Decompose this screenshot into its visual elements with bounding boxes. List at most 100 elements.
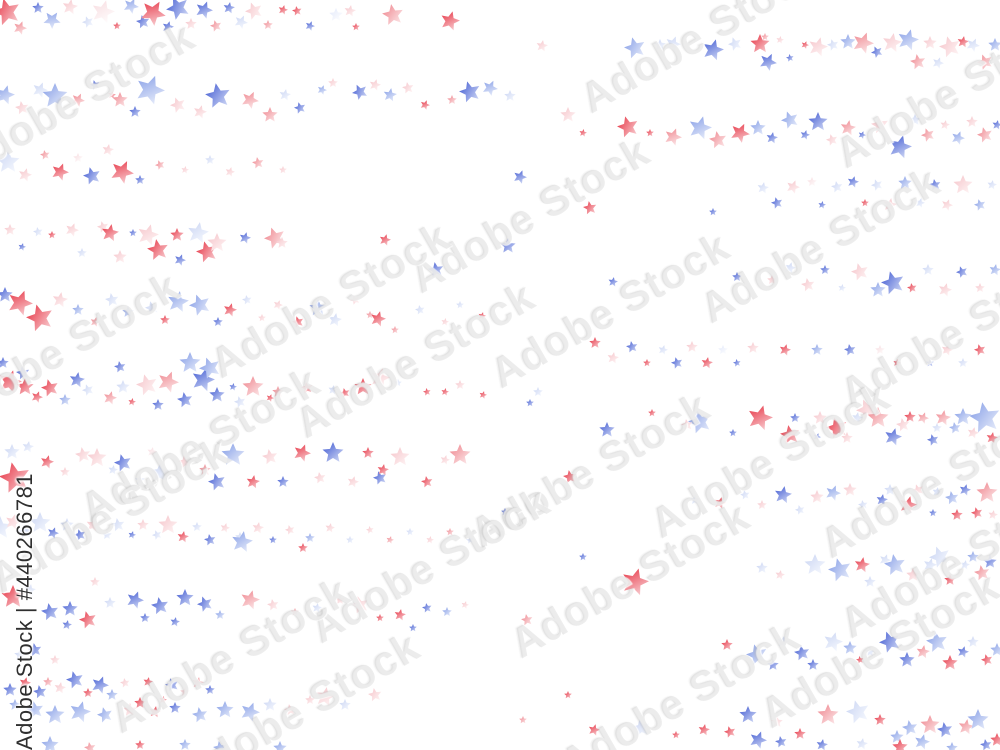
- star: [946, 742, 958, 750]
- star: [242, 0, 265, 21]
- star: [465, 535, 475, 544]
- star: [193, 0, 216, 20]
- star: [122, 306, 134, 317]
- star: [643, 359, 651, 367]
- star: [176, 390, 194, 408]
- star: [904, 411, 916, 422]
- star: [14, 99, 30, 115]
- star: [150, 528, 163, 541]
- star: [800, 39, 810, 50]
- star: [238, 699, 263, 723]
- star: [127, 397, 137, 406]
- star: [937, 33, 963, 59]
- star: [59, 394, 71, 405]
- star: [837, 283, 847, 292]
- star: [292, 100, 307, 115]
- star: [61, 619, 73, 630]
- star: [199, 464, 211, 475]
- star: [983, 555, 997, 568]
- star: [180, 165, 190, 174]
- star: [378, 232, 393, 247]
- star: [460, 600, 470, 610]
- star: [272, 386, 284, 397]
- star: [987, 509, 999, 520]
- star: [48, 231, 56, 239]
- star: [615, 113, 641, 139]
- star: [726, 35, 744, 52]
- star: [811, 344, 823, 355]
- star: [646, 129, 654, 137]
- star: [32, 226, 44, 237]
- star: [73, 153, 83, 163]
- star: [83, 741, 97, 750]
- star: [222, 301, 239, 318]
- star: [975, 125, 995, 144]
- star: [718, 345, 728, 355]
- star: [238, 230, 253, 245]
- star: [72, 527, 87, 542]
- star: [979, 738, 993, 750]
- star: [533, 387, 543, 397]
- star: [898, 176, 912, 189]
- star: [140, 613, 150, 623]
- star: [869, 177, 885, 192]
- star: [368, 309, 388, 328]
- star: [936, 720, 954, 738]
- star: [662, 125, 685, 147]
- star: [713, 495, 728, 510]
- star: [101, 143, 115, 156]
- star: [209, 387, 225, 402]
- star: [230, 529, 255, 553]
- star: [42, 83, 68, 107]
- star: [478, 390, 488, 400]
- star: [385, 535, 395, 545]
- star: [0, 357, 9, 368]
- star: [324, 522, 336, 533]
- star: [708, 129, 728, 149]
- star: [878, 268, 907, 296]
- star: [242, 376, 264, 396]
- star: [767, 275, 777, 285]
- star: [348, 293, 361, 306]
- star: [17, 242, 27, 252]
- star: [783, 260, 798, 275]
- star: [192, 103, 209, 120]
- star: [967, 636, 979, 647]
- star: [825, 37, 840, 52]
- star: [944, 489, 960, 505]
- star: [648, 409, 656, 417]
- star: [113, 360, 127, 373]
- star: [77, 609, 99, 630]
- star: [409, 624, 417, 632]
- star: [221, 443, 245, 465]
- star: [290, 314, 305, 329]
- star: [457, 78, 483, 104]
- star: [775, 35, 785, 44]
- star: [63, 221, 81, 238]
- star: [849, 261, 871, 282]
- star: [251, 521, 265, 534]
- star: [967, 551, 979, 562]
- star: [45, 525, 61, 540]
- star: [382, 86, 398, 102]
- star: [215, 610, 225, 620]
- star: [161, 19, 176, 34]
- star: [394, 379, 402, 387]
- star: [897, 494, 919, 515]
- star: [305, 695, 315, 705]
- star: [393, 608, 407, 621]
- star: [213, 317, 223, 327]
- star: [966, 116, 978, 127]
- star: [203, 81, 233, 109]
- star: [890, 730, 904, 743]
- star: [886, 132, 915, 160]
- star: [129, 229, 137, 237]
- star: [160, 315, 170, 325]
- star: [949, 129, 967, 146]
- star: [850, 411, 864, 424]
- star: [745, 402, 776, 432]
- star: [0, 0, 23, 27]
- star: [455, 380, 465, 390]
- star: [456, 301, 464, 309]
- star: [840, 34, 856, 49]
